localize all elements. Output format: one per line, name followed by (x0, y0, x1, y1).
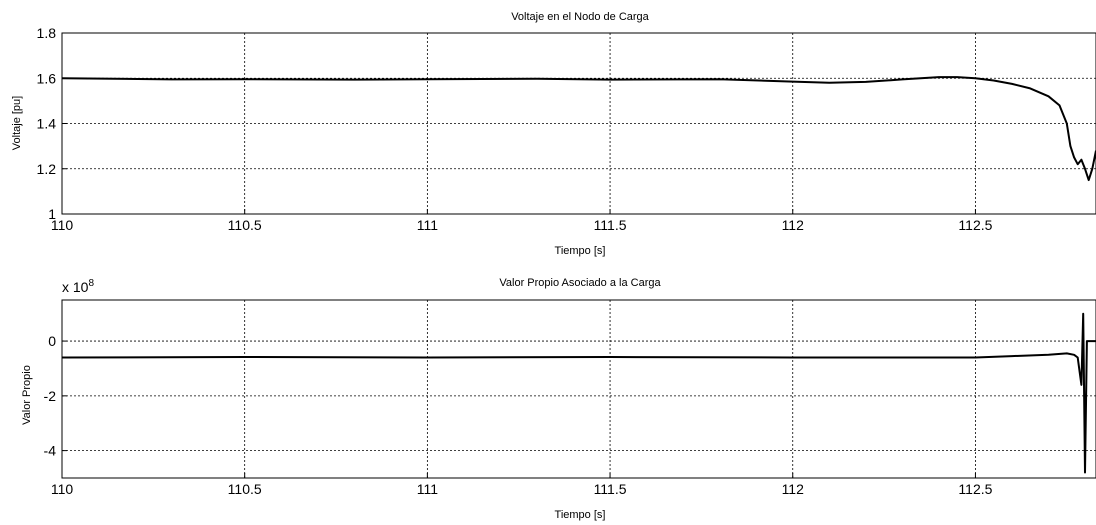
voltage-series-line (61, 76, 1096, 182)
eigenvalue-xtick-label: 112 (782, 481, 805, 497)
eigenvalue-title: Valor Propio Asociado a la Carga (499, 277, 661, 289)
voltage-xlabel: Tiempo [s] (555, 245, 606, 257)
voltage-ytick-label: 1 (48, 206, 56, 222)
voltage-xtick-label: 110 (51, 217, 74, 233)
eigenvalue-xtick-label: 110.5 (228, 481, 262, 497)
eigenvalue-axes-frame (61, 299, 1096, 479)
voltage-ylabel: Voltaje [pu] (11, 96, 23, 150)
eigenvalue-xtick-label: 111 (417, 481, 438, 497)
eigenvalue-ytick-label: -2 (44, 388, 57, 404)
voltage-title: Voltaje en el Nodo de Carga (511, 11, 649, 23)
eigenvalue-multiplier: x 108 (62, 278, 94, 295)
eigenvalue-grid (62, 300, 1096, 478)
voltage-xtick-label: 111 (417, 217, 438, 233)
voltage-ytick-label: 1.2 (37, 161, 57, 177)
voltage-xtick-label: 111.5 (594, 217, 627, 233)
eigenvalue-ticks: 110 110.5 111 111.5 112 112.5 -4 -2 0 (44, 333, 993, 497)
voltage-xtick-label: 112.5 (958, 217, 992, 233)
eigenvalue-xtick-label: 111.5 (594, 481, 627, 497)
eigenvalue-xtick-label: 112.5 (958, 481, 992, 497)
eigenvalue-series-line (61, 312, 1096, 474)
voltage-xtick-label: 112 (782, 217, 805, 233)
eigenvalue-subplot: x 108 Valor Propio Asociado a la Carga V… (21, 277, 1096, 521)
voltage-xtick-label: 110.5 (228, 217, 262, 233)
voltage-ytick-label: 1.6 (37, 70, 57, 86)
eigenvalue-ylabel: Valor Propio (21, 365, 33, 425)
voltage-ytick-label: 1.8 (37, 25, 57, 41)
voltage-ytick-label: 1.4 (37, 116, 57, 132)
voltage-ticks: 110 110.5 111 111.5 112 112.5 1 1.2 1.4 1.6 1.8 (37, 25, 993, 233)
eigenvalue-xtick-label: 110 (51, 481, 74, 497)
eigenvalue-ytick-label: 0 (48, 333, 56, 349)
voltage-subplot: Voltaje en el Nodo de Carga Voltaje [pu]… (11, 11, 1096, 257)
eigenvalue-xlabel: Tiempo [s] (555, 509, 606, 521)
eigenvalue-ytick-label: -4 (44, 443, 57, 459)
